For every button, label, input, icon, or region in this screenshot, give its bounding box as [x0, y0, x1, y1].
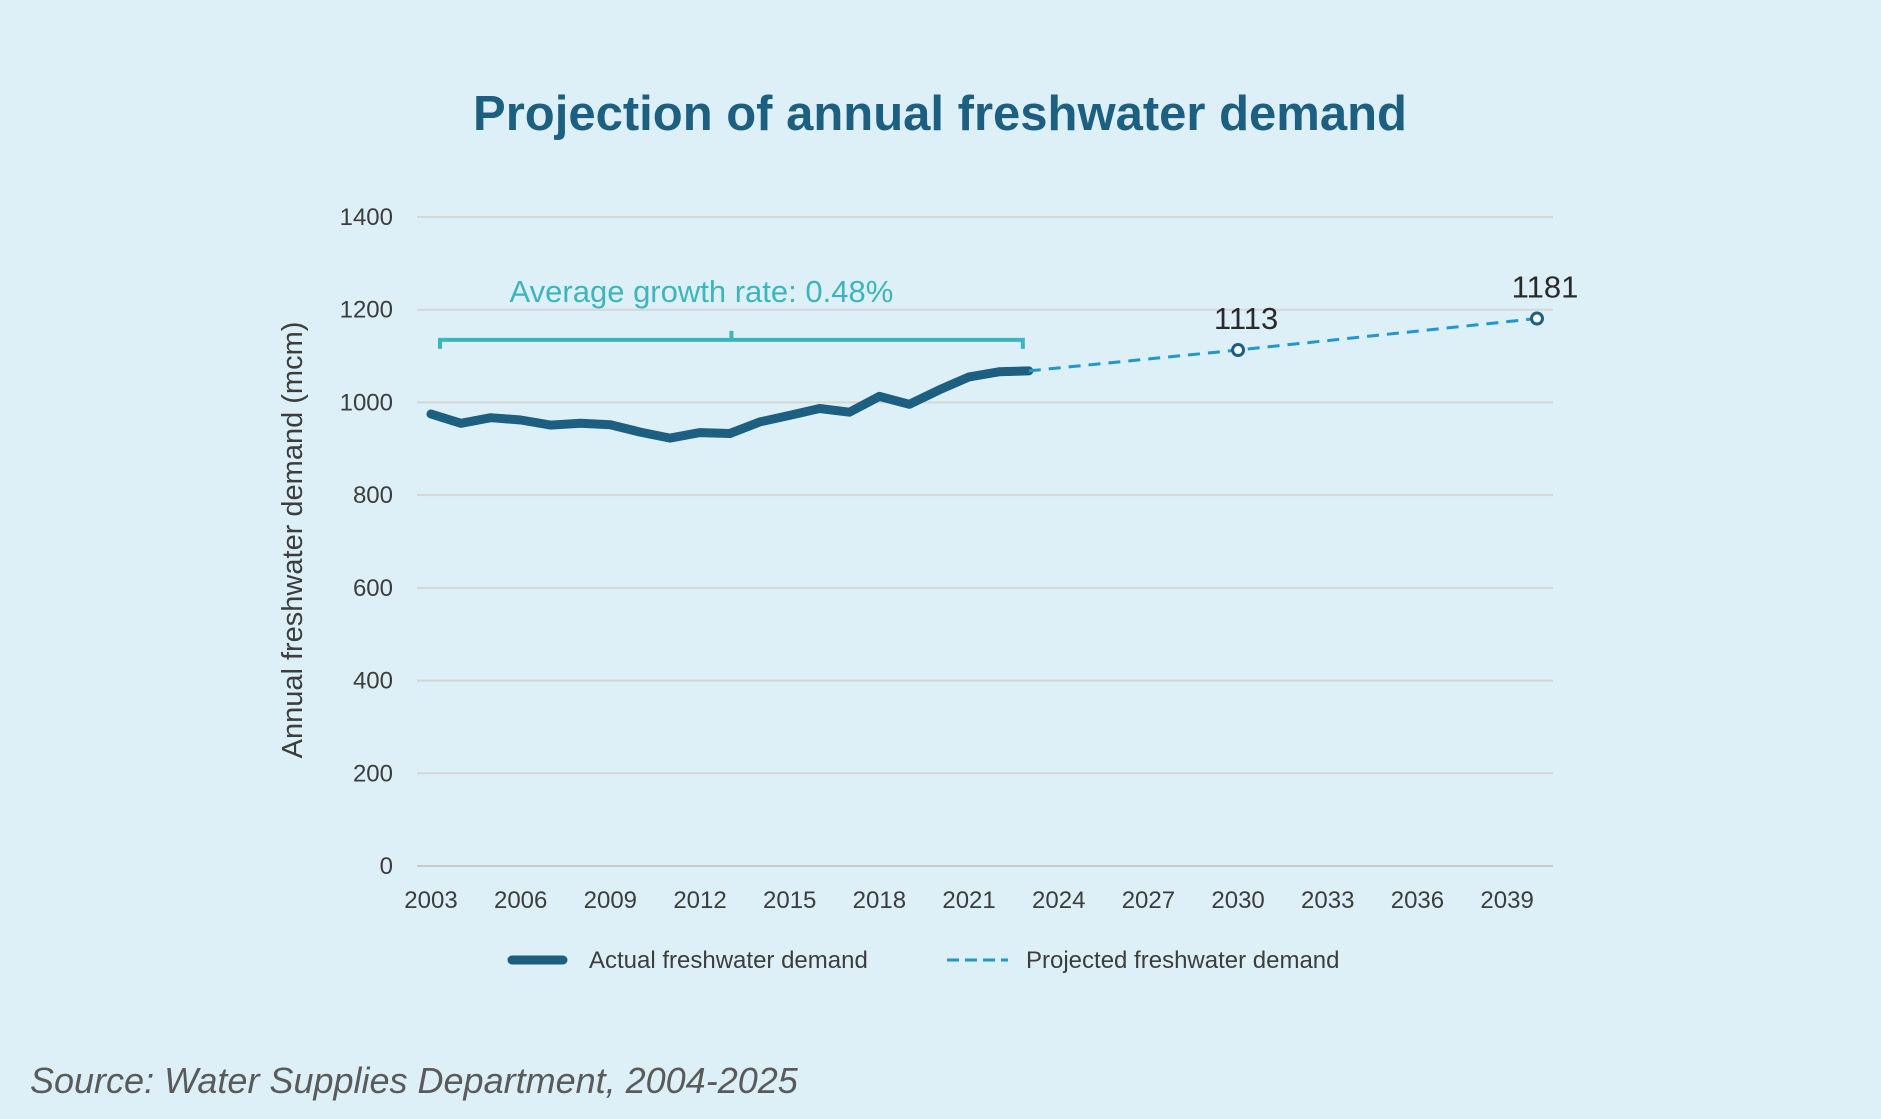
- x-tick-label-2030: 2030: [1211, 887, 1264, 914]
- annotation-layer: Average growth rate: 0.48%: [438, 274, 1025, 349]
- axis-layer: 0 200 400 600 800 1000 1200 1400 2003 2006 2009 201…: [340, 204, 1534, 914]
- y-tick-label-1000: 1000: [340, 389, 393, 416]
- x-tick-label-2036: 2036: [1391, 887, 1444, 914]
- grid-layer: [417, 216, 1553, 867]
- x-tick-label-2027: 2027: [1122, 887, 1175, 914]
- y-tick-label-1200: 1200: [340, 297, 393, 324]
- growth-rate-bracket: [438, 330, 1025, 349]
- x-tick-label-2039: 2039: [1480, 887, 1533, 914]
- actual-demand-line: [426, 366, 1034, 443]
- data-point-2030: [1231, 343, 1246, 358]
- y-tick-label-400: 400: [353, 668, 393, 695]
- y-tick-label-600: 600: [353, 575, 393, 602]
- x-tick-label-2021: 2021: [942, 887, 995, 914]
- legend-label-projected: Projected freshwater demand: [1026, 947, 1340, 974]
- y-tick-label-200: 200: [353, 760, 393, 787]
- y-tick-label-800: 800: [353, 482, 393, 509]
- y-tick-label-0: 0: [380, 853, 393, 880]
- data-label-2040: 1181: [1512, 270, 1579, 305]
- x-tick-label-2006: 2006: [494, 887, 547, 914]
- projected-demand-line: [1028, 317, 1538, 373]
- y-tick-label-1400: 1400: [340, 204, 393, 231]
- data-point-2040: [1530, 311, 1544, 326]
- y-axis-title: Annual freshwater demand (mcm): [277, 322, 309, 759]
- x-tick-label-2033: 2033: [1301, 887, 1354, 914]
- chart-title: Projection of annual freshwater demand: [473, 87, 1407, 141]
- x-tick-label-2018: 2018: [853, 887, 906, 914]
- x-tick-label-2003: 2003: [404, 887, 457, 914]
- legend-label-actual: Actual freshwater demand: [589, 947, 868, 974]
- series-layer: [426, 317, 1538, 443]
- source-note: Source: Water Supplies Department, 2004-…: [30, 1060, 798, 1101]
- legend: Actual freshwater demand Projected freshw…: [507, 947, 1340, 974]
- growth-rate-annotation: Average growth rate: 0.48%: [510, 274, 894, 309]
- x-tick-label-2012: 2012: [673, 887, 726, 914]
- x-tick-label-2015: 2015: [763, 887, 816, 914]
- x-tick-label-2024: 2024: [1032, 887, 1085, 914]
- points-layer: 1113 1181: [1214, 270, 1579, 358]
- x-tick-label-2009: 2009: [584, 887, 637, 914]
- data-label-2030: 1113: [1214, 301, 1278, 336]
